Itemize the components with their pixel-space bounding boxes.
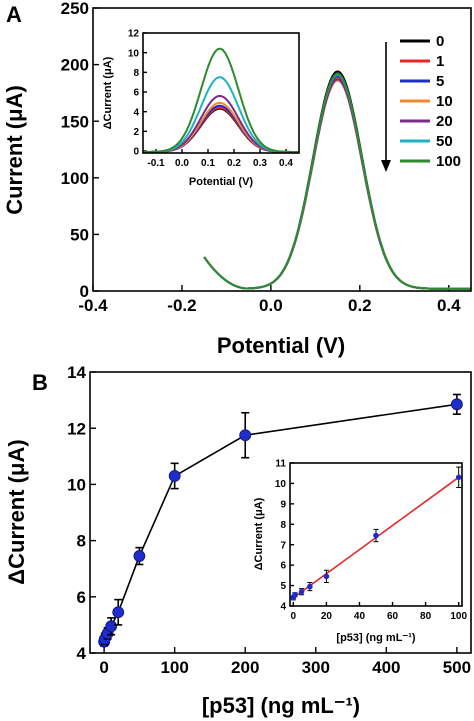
- inset-data-point: [455, 474, 462, 481]
- panel-a-x-tick-label: -0.4: [78, 296, 108, 315]
- panel-a-inset-frame: [142, 32, 300, 154]
- panel-a-inset-y-tick-label: 12: [128, 29, 140, 40]
- panel-a-inset-y-tick-label: 4: [133, 107, 139, 118]
- panel-b-y-tick-label: 8: [77, 532, 86, 551]
- panel-b-inset-y-tick-label: 6: [280, 561, 286, 572]
- panel-b-inset-y-tick-label: 10: [275, 479, 287, 490]
- panel-b-inset-y-tick-label: 4: [280, 602, 286, 613]
- panel-b-inset-x-axis-label: [p53] (ng mL⁻¹): [336, 632, 415, 644]
- panel-b-y-tick-label: 12: [67, 419, 86, 438]
- panel-b-inset-y-tick-label: 11: [275, 459, 286, 470]
- panel-a-x-axis-label: Potential (V): [217, 333, 345, 358]
- panel-a-inset-y-tick-label: 10: [128, 48, 140, 59]
- panel-b-y-tick-label: 10: [67, 476, 86, 495]
- data-point: [112, 606, 125, 619]
- panel-b-x-tick-label: 0: [99, 658, 108, 677]
- panel-b-x-tick-label: 500: [443, 658, 471, 677]
- panel-a-inset-x-tick-label: 0.3: [253, 158, 267, 169]
- panel-b-inset-x-tick-label: 100: [450, 611, 467, 622]
- panel-b-inset-points: [290, 466, 462, 601]
- panel-a-x-tick-label: 0.4: [437, 296, 461, 315]
- legend-label-0: 0: [436, 33, 444, 50]
- panel-b-y-tick-label: 14: [67, 363, 86, 382]
- panel-a-inset-x-tick-label: 0.4: [279, 158, 293, 169]
- panel-b-label: B: [32, 370, 48, 395]
- panel-b-inset-x-tick-label: 40: [354, 611, 366, 622]
- legend-label-1: 1: [436, 53, 444, 70]
- data-point: [450, 398, 463, 411]
- panel-a-inset-y-axis-label: ΔCurrent (μA): [102, 56, 114, 129]
- panel-a-inset-y-tick-label: 8: [133, 68, 139, 79]
- panel-a-legend: 0 1 5 10 20 50 100: [400, 33, 461, 170]
- panel-b-points: [98, 393, 463, 648]
- panel-a-y-tick-label: 100: [61, 169, 89, 188]
- panel-b-y-tick-label: 6: [77, 588, 86, 607]
- panel-a-y-tick-label: 50: [70, 226, 89, 245]
- panel-b-x-tick-label: 200: [231, 658, 259, 677]
- inset-series-line-100: [143, 47, 299, 153]
- panel-b-inset-y-tick-label: 8: [280, 520, 286, 531]
- inset-data-point: [292, 591, 298, 598]
- panel-a-inset-y-tick-label: 0: [133, 147, 139, 158]
- panel-b-inset-y-tick-label: 7: [280, 540, 286, 551]
- panel-a-x-tick-label: -0.2: [167, 296, 196, 315]
- panel-a-y-tick-label: 150: [61, 112, 89, 131]
- panel-a-y-axis-label: Current (μA): [2, 85, 27, 215]
- panel-a-y-tick-label: 200: [61, 56, 89, 75]
- panel-a-label: A: [6, 2, 22, 27]
- panel-b-x-tick-label: 400: [372, 658, 400, 677]
- panel-a-x-tick-label: 0.0: [259, 296, 283, 315]
- inset-data-point: [307, 583, 313, 590]
- panel-b-inset-x-tick-label: 0: [291, 611, 297, 622]
- inset-data-point: [323, 573, 330, 580]
- panel-a-inset-x-tick-label: 0.1: [201, 158, 215, 169]
- panel-b-x-tick-label: 300: [302, 658, 330, 677]
- panel-a-inset-y-tick-label: 2: [133, 127, 139, 138]
- inset-data-point: [373, 532, 379, 539]
- data-point: [133, 550, 146, 562]
- panel-a-curves: [203, 70, 471, 290]
- panel-b-inset-x-tick-label: 20: [321, 611, 333, 622]
- panel-b-inset-y-tick-label: 9: [280, 499, 286, 510]
- panel-b-inset-y-axis-label: ΔCurrent (μA): [253, 497, 265, 570]
- legend-label-50: 50: [436, 133, 453, 150]
- legend-label-10: 10: [436, 93, 453, 110]
- panel-a-y-tick-label: 0: [80, 282, 89, 301]
- data-point: [105, 620, 118, 633]
- panel-a-inset-curves: [143, 47, 299, 153]
- panel-b-inset: 0 20 40 60 80 100 4 5 6 7 8 9 10 11 [p53] (ng mL⁻¹) Δ…: [253, 459, 467, 644]
- legend-label-100: 100: [436, 153, 461, 170]
- panel-a-plot-frame: [92, 7, 472, 292]
- panel-b-x-axis-label: [p53] (ng mL⁻¹): [202, 693, 360, 718]
- panel-a-inset-x-tick-label: 0.0: [175, 158, 189, 169]
- legend-label-20: 20: [436, 113, 453, 130]
- trend-arrow: [381, 42, 391, 172]
- legend-label-5: 5: [436, 73, 444, 90]
- panel-a-inset-x-tick-label: -0.1: [147, 158, 165, 169]
- panel-b-inset-x-tick-label: 80: [420, 611, 432, 622]
- inset-data-point: [298, 588, 305, 595]
- data-point: [168, 470, 181, 482]
- panel-b-y-axis-label: ΔCurrent (μA): [4, 439, 29, 584]
- panel-a-inset-y-tick-label: 6: [133, 88, 139, 99]
- data-point: [239, 429, 252, 442]
- panel-a-inset-x-axis-label: Potential (V): [189, 176, 254, 188]
- panel-a-y-tick-label: 250: [61, 0, 89, 18]
- panel-a-inset-x-tick-label: 0.2: [227, 158, 241, 169]
- series-line-100: [203, 72, 471, 290]
- panel-b-y-tick-label: 4: [77, 644, 87, 663]
- panel-b-inset-y-tick-label: 5: [280, 581, 286, 592]
- panel-b-inset-x-tick-label: 60: [387, 611, 399, 622]
- panel-b-inset-frame: [289, 462, 463, 607]
- panel-a-inset: -0.1 0.0 0.1 0.2 0.3 0.4 0 2 4 6 8 10 12 Potential (…: [102, 29, 300, 188]
- panel-a-x-tick-label: 0.2: [348, 296, 372, 315]
- panel-b-x-tick-label: 100: [160, 658, 188, 677]
- panel-b-plot-frame: [89, 371, 472, 654]
